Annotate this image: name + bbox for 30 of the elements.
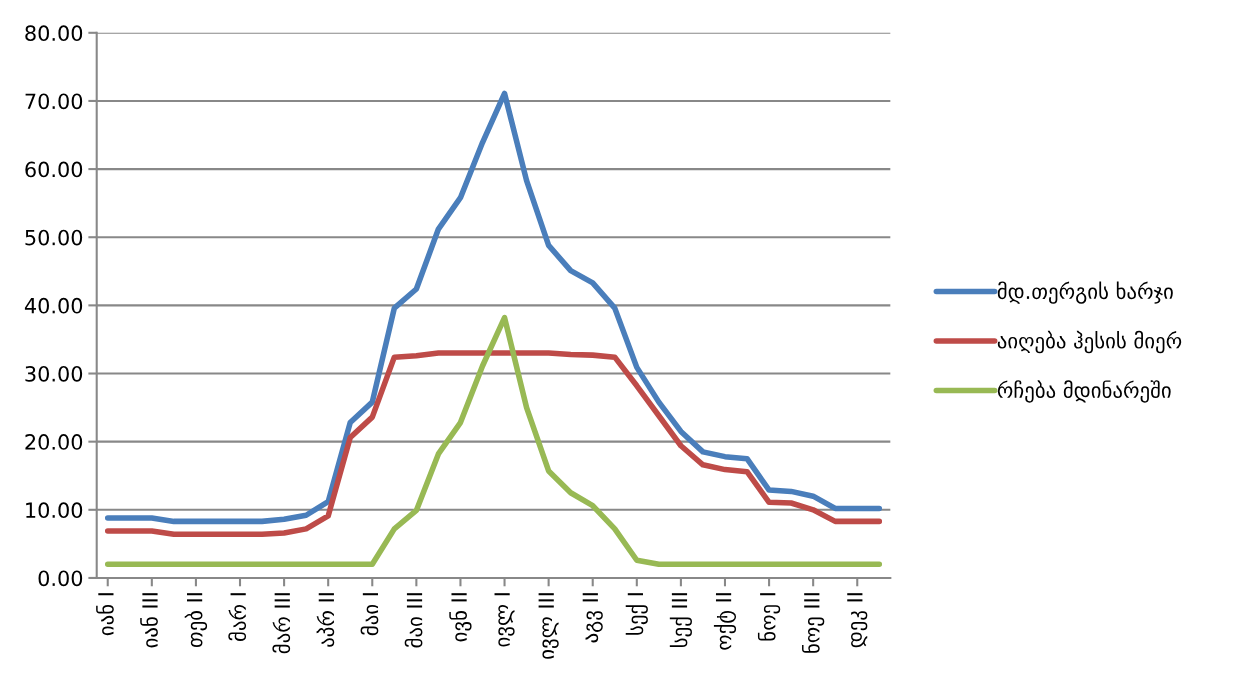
x-tick-label: ივლ I — [494, 593, 515, 647]
y-tick-label: 20.00 — [25, 434, 83, 450]
x-tick-label: ივნ II — [449, 593, 472, 642]
x-tick-label: ნოე I — [757, 593, 781, 641]
x-tick-label: მარ I — [228, 593, 247, 641]
y-tick-label: 40.00 — [24, 297, 83, 314]
y-tick-label: 30.00 — [25, 365, 83, 382]
x-tick-label: სექ I — [625, 593, 648, 635]
legend-label: მდ.თერგის ხარჯი — [997, 281, 1173, 304]
legend-label: რჩება მდინარეში — [997, 380, 1171, 403]
x-tick-label: აპრ II — [316, 593, 335, 647]
x-tick-label: ოქტ II — [713, 593, 737, 650]
x-tick-label: ნოე III — [802, 593, 825, 653]
x-tick-label: აგვ II — [582, 593, 603, 643]
x-tick-label: მაი III — [404, 593, 423, 648]
x-tick-label: სექ III — [669, 593, 692, 648]
y-tick-label: 10.00 — [26, 502, 83, 519]
x-tick-label: თებ II — [184, 593, 208, 648]
x-tick-label: მაი I — [360, 593, 379, 636]
x-tick-label: იან I — [96, 593, 114, 636]
y-tick-label: 50.00 — [25, 229, 83, 246]
y-tick-label: 80.00 — [25, 25, 83, 42]
y-tick-label: 70.00 — [25, 93, 83, 110]
x-tick-label: დეკ II — [847, 593, 868, 648]
x-tick-label: იან III — [140, 593, 158, 648]
y-tick-label: 60.00 — [25, 161, 83, 178]
legend-label: აიღება ჰესის მიერ — [997, 330, 1182, 354]
y-tick-label: 0.00 — [38, 570, 83, 587]
x-tick-label: ივლ III — [538, 593, 559, 659]
x-tick-label: მარ III — [272, 593, 291, 654]
